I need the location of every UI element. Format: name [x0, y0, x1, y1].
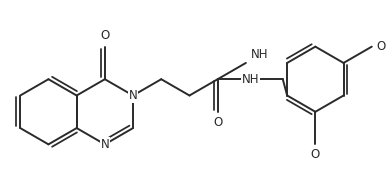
Text: N: N	[129, 89, 138, 102]
Text: O: O	[100, 29, 109, 42]
Text: O: O	[311, 148, 320, 161]
Text: O: O	[376, 40, 385, 53]
Text: NH: NH	[241, 73, 259, 86]
Text: O: O	[213, 116, 222, 129]
Text: N: N	[100, 138, 109, 151]
Text: NH: NH	[251, 48, 269, 61]
